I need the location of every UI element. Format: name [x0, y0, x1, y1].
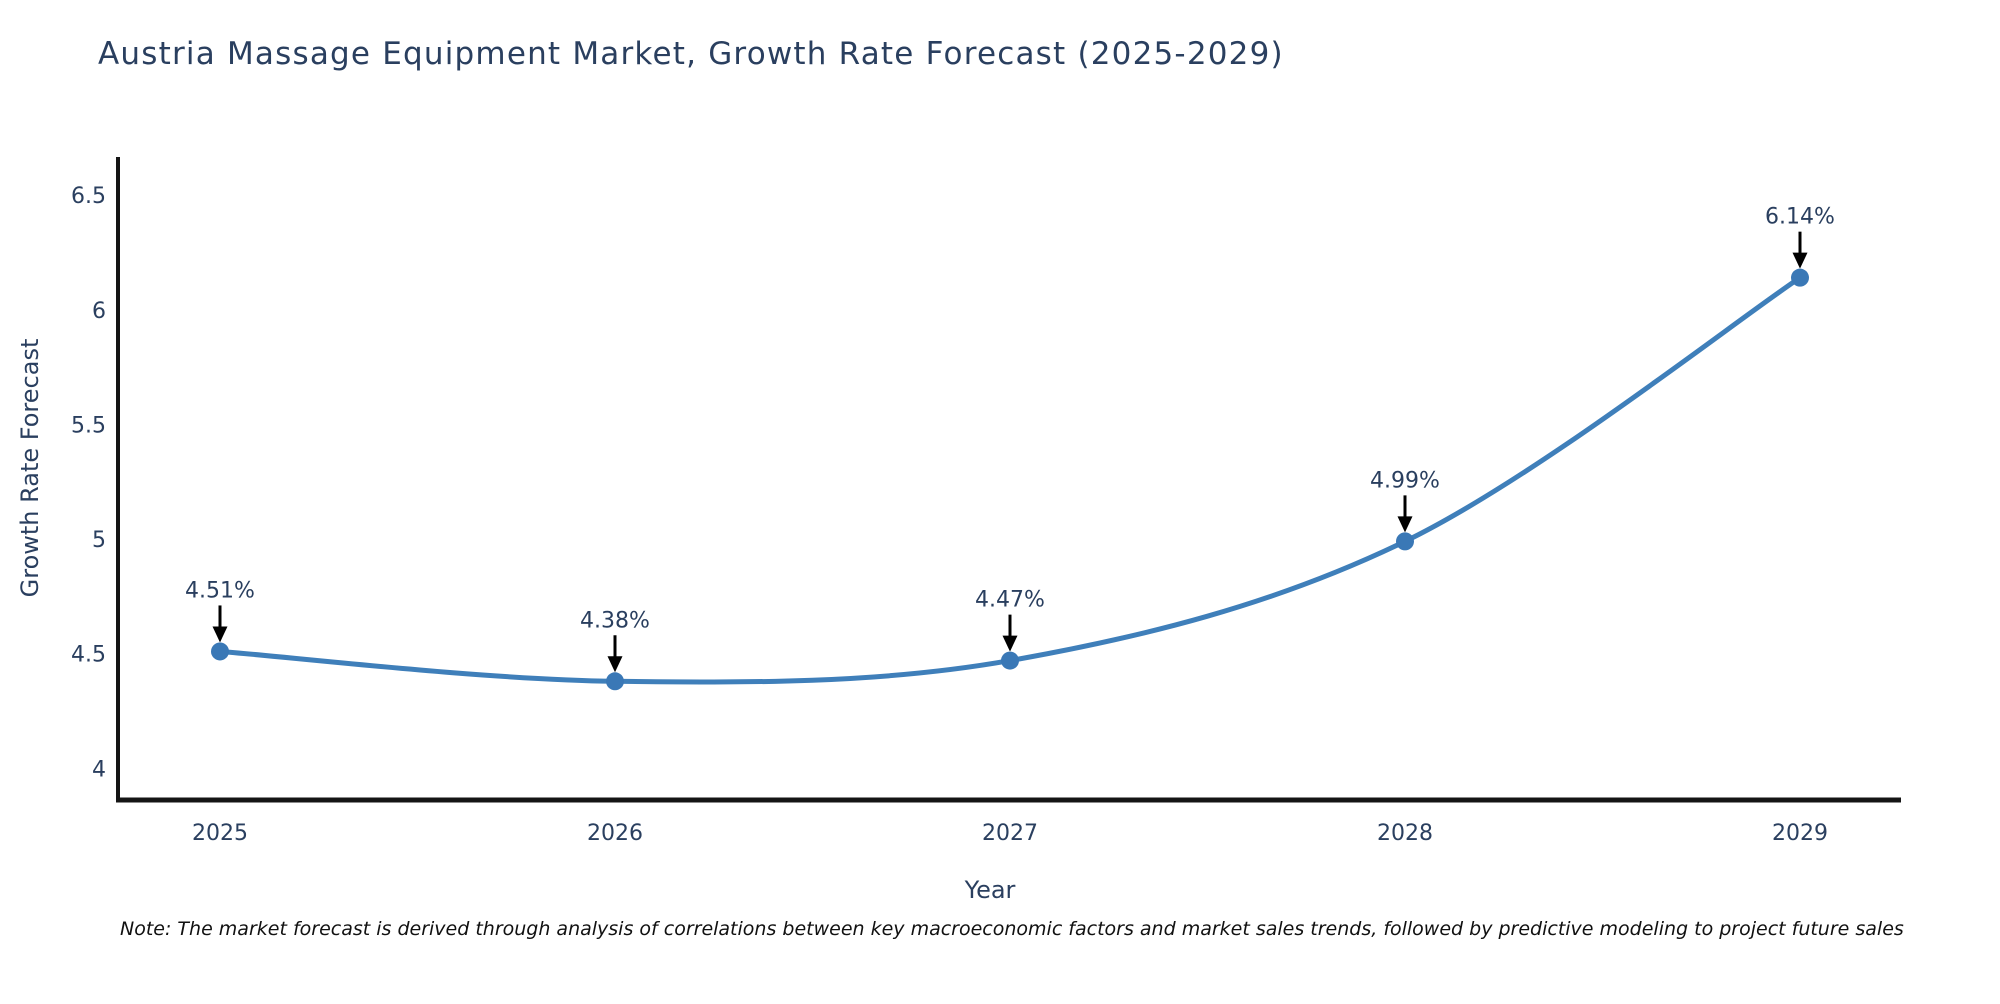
- footnote: Note: The market forecast is derived thr…: [120, 918, 1904, 940]
- annotation-arrowhead: [1397, 516, 1413, 533]
- forecast-line: [217, 275, 1803, 685]
- data-point-marker: [1396, 532, 1414, 551]
- chart-title: Austria Massage Equipment Market, Growth…: [98, 36, 1284, 72]
- data-point-marker: [1001, 651, 1019, 670]
- y-tick-label: 4.5: [71, 643, 106, 668]
- annotation-label: 4.47%: [975, 588, 1045, 613]
- annotation-arrowhead: [212, 626, 228, 643]
- annotation-arrowhead: [1002, 635, 1018, 652]
- x-axis-title: Year: [964, 876, 1016, 904]
- plot-layer: 4 4.5 5 5.5 6 6.5 2025 2026 2027 2028 2029 4.51% 4.3…: [71, 184, 1835, 846]
- x-tick-label: 2025: [192, 821, 248, 846]
- annotation-label: 4.38%: [580, 608, 650, 633]
- y-tick-label: 6.5: [71, 184, 106, 209]
- x-tick-label: 2028: [1377, 821, 1433, 846]
- annotation-arrowhead: [607, 656, 623, 673]
- annotation-label: 4.99%: [1370, 468, 1440, 493]
- x-tick-label: 2029: [1772, 821, 1828, 846]
- x-tick-label: 2026: [587, 821, 643, 846]
- y-axis-title: Growth Rate Forecast: [16, 338, 44, 598]
- annotation-label: 6.14%: [1765, 205, 1835, 230]
- data-point-marker: [211, 642, 229, 661]
- data-point-marker: [606, 672, 624, 691]
- y-tick-label: 5: [92, 528, 106, 553]
- y-tick-label: 4: [92, 757, 106, 782]
- y-tick-label: 5.5: [71, 413, 106, 438]
- x-tick-label: 2027: [982, 821, 1038, 846]
- annotation-label: 4.51%: [185, 578, 255, 603]
- data-point-marker: [1791, 268, 1809, 287]
- annotation-arrowhead: [1792, 252, 1808, 269]
- y-tick-label: 6: [92, 299, 106, 324]
